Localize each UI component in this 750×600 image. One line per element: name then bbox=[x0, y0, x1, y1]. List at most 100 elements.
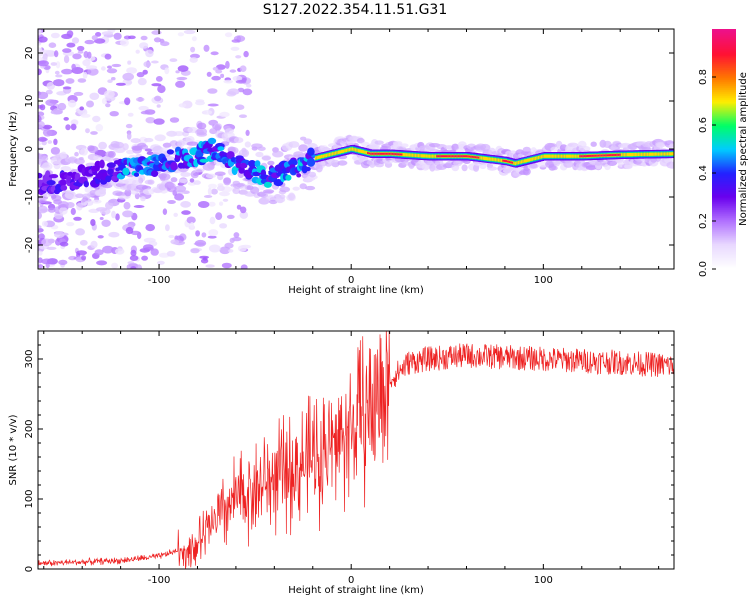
spectral-noise-speck bbox=[38, 29, 42, 36]
spectral-noise-speck bbox=[103, 90, 115, 98]
colorbar-cell bbox=[712, 35, 736, 38]
colorbar-cell bbox=[712, 237, 736, 240]
spectral-noise-speck bbox=[138, 105, 149, 111]
colorbar-cell bbox=[712, 81, 736, 84]
spectral-noise-speck bbox=[123, 201, 131, 210]
spectral-noise-speck bbox=[235, 79, 247, 84]
spectral-noise-speck bbox=[140, 196, 146, 202]
colorbar-cell bbox=[712, 265, 736, 268]
spectral-haze bbox=[193, 180, 201, 185]
spectral-haze bbox=[180, 172, 191, 177]
colorbar-cell bbox=[712, 63, 736, 66]
colorbar-cell bbox=[712, 39, 736, 42]
colorbar-cell bbox=[712, 113, 736, 116]
colorbar-cell bbox=[712, 263, 736, 266]
spectral-noise-speck bbox=[109, 111, 119, 117]
spectral-noise-speck bbox=[94, 249, 104, 256]
spectral-haze bbox=[303, 138, 313, 145]
spectral-noise-speck bbox=[208, 244, 221, 253]
spectral-noise-speck bbox=[101, 31, 114, 36]
spectral-haze bbox=[38, 205, 48, 214]
colorbar-cell bbox=[712, 55, 736, 58]
spectral-band-cell bbox=[673, 152, 674, 156]
colorbar-cell bbox=[712, 33, 736, 36]
spectral-ridge-blob bbox=[296, 173, 302, 178]
colorbar-cell bbox=[712, 215, 736, 218]
spectral-noise-speck bbox=[242, 88, 253, 96]
spectral-noise-speck bbox=[180, 201, 192, 208]
colorbar-cell bbox=[712, 201, 736, 204]
spectral-noise-speck bbox=[38, 211, 42, 220]
spectral-noise-speck bbox=[120, 38, 129, 47]
spectral-noise-speck bbox=[206, 71, 212, 77]
colorbar-cell bbox=[712, 221, 736, 224]
spectral-haze bbox=[279, 194, 286, 200]
spectral-haze bbox=[250, 186, 260, 195]
colorbar-cell bbox=[712, 209, 736, 212]
spectral-haze bbox=[257, 146, 266, 151]
colorbar-cell bbox=[712, 153, 736, 156]
spectral-noise-speck bbox=[195, 100, 205, 106]
spectral-haze bbox=[196, 132, 208, 137]
spectral-ridge-blob bbox=[217, 146, 225, 152]
spectral-noise-speck bbox=[153, 37, 162, 43]
colorbar: 0.0 0.2 0.4 0.6 0.8 Normalized spectral ampl… bbox=[698, 29, 749, 277]
spectral-noise-speck bbox=[190, 248, 200, 254]
spectral-haze bbox=[113, 141, 125, 149]
spectral-haze bbox=[126, 149, 135, 155]
colorbar-cell bbox=[712, 91, 736, 94]
colorbar-cell bbox=[712, 171, 736, 174]
spectral-ridge-blob bbox=[288, 159, 298, 166]
spectral-noise-speck bbox=[89, 208, 97, 213]
spectral-noise-speck bbox=[65, 124, 71, 131]
spectral-haze bbox=[41, 155, 49, 162]
spectral-haze bbox=[132, 179, 143, 187]
spectral-noise-speck bbox=[145, 224, 155, 232]
spectral-haze bbox=[214, 124, 221, 132]
colorbar-cell bbox=[712, 99, 736, 102]
spectral-noise-speck bbox=[66, 30, 74, 38]
spectral-noise-speck bbox=[90, 131, 98, 135]
colorbar-cell bbox=[712, 71, 736, 74]
spectral-ridge-blob bbox=[248, 160, 257, 168]
colorbar-ticks: 0.0 0.2 0.4 0.6 0.8 bbox=[698, 69, 716, 277]
colorbar-tick-label: 0.0 bbox=[698, 261, 709, 277]
spectral-noise-speck bbox=[70, 207, 76, 216]
spectral-haze bbox=[233, 137, 244, 144]
spectral-noise-speck bbox=[95, 124, 104, 132]
colorbar-cell bbox=[712, 137, 736, 140]
spectral-noise-speck bbox=[203, 44, 210, 52]
spectral-ridge-blob bbox=[301, 165, 308, 174]
spectral-noise-speck bbox=[162, 208, 168, 215]
colorbar-cell bbox=[712, 103, 736, 106]
spectral-noise-speck bbox=[219, 201, 224, 206]
spectral-noise-speck bbox=[63, 117, 69, 121]
spectral-haze bbox=[154, 134, 166, 142]
spectral-noise-speck bbox=[105, 201, 114, 210]
spectral-noise-speck bbox=[73, 91, 84, 96]
colorbar-cell bbox=[712, 97, 736, 100]
spectral-ridge-blob bbox=[46, 180, 56, 186]
spectral-noise-speck bbox=[41, 258, 53, 265]
spectral-haze bbox=[207, 161, 215, 170]
colorbar-cell bbox=[712, 125, 736, 128]
spectral-noise-speck bbox=[201, 232, 207, 238]
spectral-haze bbox=[74, 158, 85, 165]
spectral-noise-speck bbox=[239, 114, 247, 118]
spectral-haze bbox=[624, 163, 633, 170]
spectral-noise-speck bbox=[129, 255, 139, 261]
spectral-ridge-blob bbox=[133, 172, 140, 177]
spectral-noise-speck bbox=[94, 38, 106, 44]
snr-frame bbox=[37, 330, 675, 570]
colorbar-cell bbox=[712, 87, 736, 90]
colorbar-cell bbox=[712, 117, 736, 120]
spectral-ridge-blob bbox=[305, 166, 311, 172]
colorbar-cell bbox=[712, 235, 736, 238]
spectral-noise-speck bbox=[208, 201, 216, 207]
spectral-noise-speck bbox=[157, 260, 165, 265]
colorbar-cell bbox=[712, 147, 736, 150]
spectral-haze bbox=[142, 188, 155, 195]
spectral-noise-speck bbox=[102, 245, 114, 254]
